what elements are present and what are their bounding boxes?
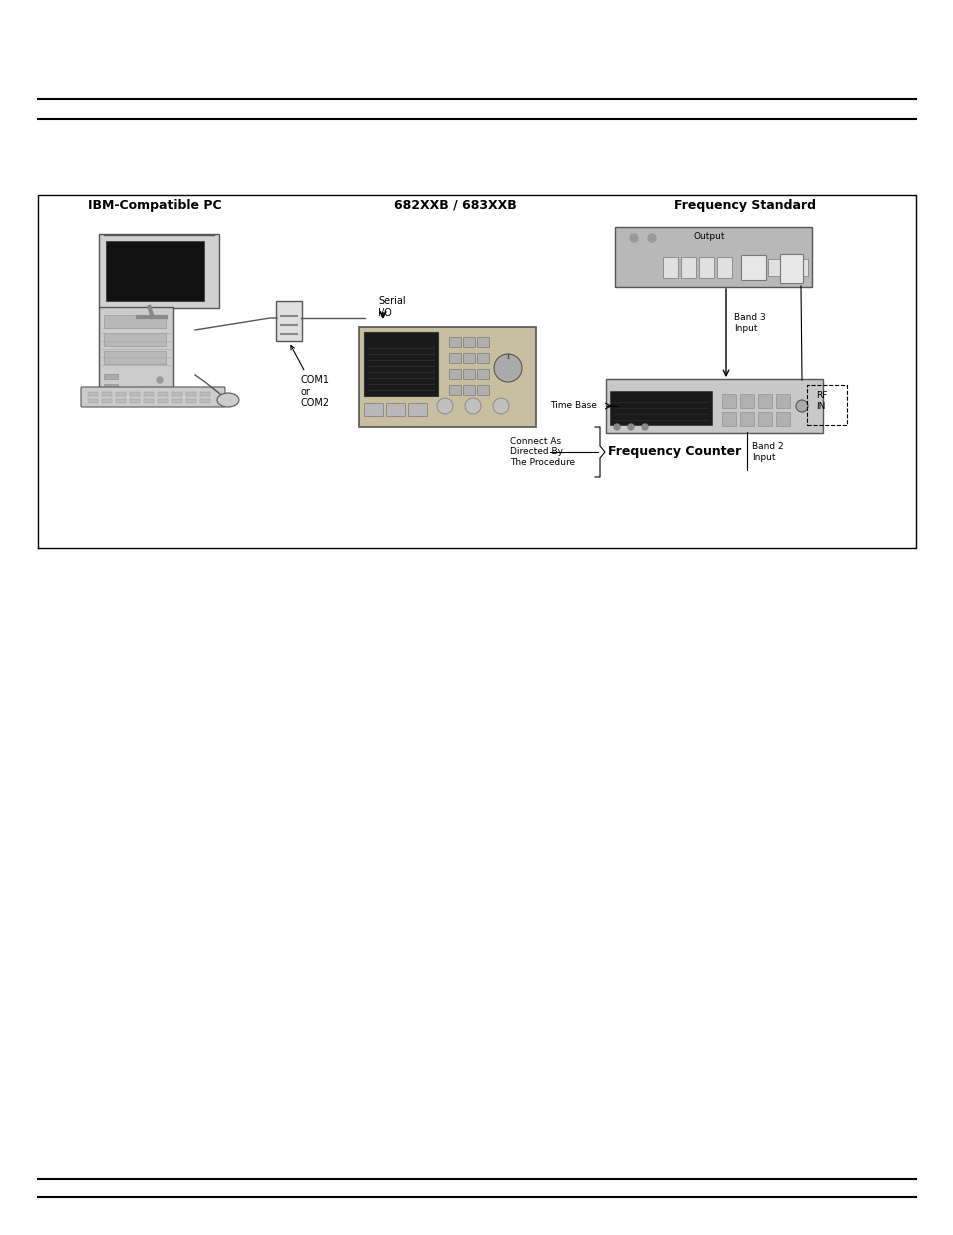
FancyBboxPatch shape <box>477 369 489 379</box>
FancyBboxPatch shape <box>130 391 140 396</box>
Text: Frequency Counter: Frequency Counter <box>607 446 740 458</box>
FancyBboxPatch shape <box>104 374 118 379</box>
FancyBboxPatch shape <box>199 399 210 403</box>
Text: Time Base: Time Base <box>550 401 597 410</box>
FancyBboxPatch shape <box>144 391 154 396</box>
Circle shape <box>614 424 619 430</box>
FancyBboxPatch shape <box>104 384 118 389</box>
Ellipse shape <box>216 393 239 408</box>
FancyBboxPatch shape <box>615 227 811 287</box>
Text: Output: Output <box>693 232 724 241</box>
FancyBboxPatch shape <box>157 391 168 396</box>
FancyBboxPatch shape <box>102 391 112 396</box>
FancyBboxPatch shape <box>364 404 383 416</box>
FancyBboxPatch shape <box>103 351 167 363</box>
FancyBboxPatch shape <box>776 412 790 426</box>
Circle shape <box>464 398 480 414</box>
Circle shape <box>627 424 634 430</box>
FancyBboxPatch shape <box>99 308 172 391</box>
FancyBboxPatch shape <box>172 399 182 403</box>
FancyBboxPatch shape <box>81 387 225 408</box>
FancyBboxPatch shape <box>477 385 489 395</box>
FancyBboxPatch shape <box>408 404 427 416</box>
Text: Band 2
Input: Band 2 Input <box>751 442 782 462</box>
FancyBboxPatch shape <box>144 399 154 403</box>
Text: Frequency Standard: Frequency Standard <box>673 199 815 212</box>
Circle shape <box>629 233 638 242</box>
FancyBboxPatch shape <box>740 412 754 426</box>
FancyBboxPatch shape <box>477 353 489 363</box>
FancyBboxPatch shape <box>699 258 714 279</box>
FancyBboxPatch shape <box>88 399 98 403</box>
FancyBboxPatch shape <box>680 258 696 279</box>
FancyBboxPatch shape <box>186 391 196 396</box>
FancyBboxPatch shape <box>449 337 461 347</box>
FancyBboxPatch shape <box>115 399 126 403</box>
FancyBboxPatch shape <box>780 253 802 283</box>
FancyBboxPatch shape <box>358 327 536 427</box>
FancyBboxPatch shape <box>157 399 168 403</box>
Text: IBM-Compatible PC: IBM-Compatible PC <box>88 199 222 212</box>
Circle shape <box>641 424 647 430</box>
FancyBboxPatch shape <box>721 412 736 426</box>
Text: 682XXB / 683XXB: 682XXB / 683XXB <box>394 199 516 212</box>
FancyBboxPatch shape <box>740 394 754 409</box>
FancyBboxPatch shape <box>721 394 736 409</box>
FancyBboxPatch shape <box>88 391 98 396</box>
Text: Connect As
Directed By
The Procedure: Connect As Directed By The Procedure <box>510 437 575 467</box>
FancyBboxPatch shape <box>717 258 732 279</box>
FancyBboxPatch shape <box>449 369 461 379</box>
FancyBboxPatch shape <box>364 332 437 396</box>
Text: Serial
I/O: Serial I/O <box>377 296 405 317</box>
FancyBboxPatch shape <box>463 353 475 363</box>
FancyBboxPatch shape <box>449 385 461 395</box>
Circle shape <box>494 354 521 382</box>
FancyBboxPatch shape <box>758 394 772 409</box>
FancyBboxPatch shape <box>275 301 302 341</box>
FancyBboxPatch shape <box>605 379 822 433</box>
Circle shape <box>436 398 453 414</box>
FancyBboxPatch shape <box>449 353 461 363</box>
FancyBboxPatch shape <box>662 258 678 279</box>
FancyBboxPatch shape <box>776 394 790 409</box>
FancyBboxPatch shape <box>99 233 219 308</box>
FancyBboxPatch shape <box>172 391 182 396</box>
FancyBboxPatch shape <box>463 385 475 395</box>
Circle shape <box>493 398 509 414</box>
FancyBboxPatch shape <box>463 369 475 379</box>
FancyBboxPatch shape <box>103 332 167 346</box>
FancyBboxPatch shape <box>609 391 711 425</box>
FancyBboxPatch shape <box>130 399 140 403</box>
FancyBboxPatch shape <box>115 391 126 396</box>
FancyBboxPatch shape <box>758 412 772 426</box>
Circle shape <box>157 377 163 383</box>
FancyBboxPatch shape <box>463 337 475 347</box>
FancyBboxPatch shape <box>740 256 765 280</box>
FancyBboxPatch shape <box>781 259 794 277</box>
FancyBboxPatch shape <box>186 399 196 403</box>
FancyBboxPatch shape <box>386 404 405 416</box>
Circle shape <box>647 233 656 242</box>
FancyBboxPatch shape <box>199 391 210 396</box>
Text: RF
IN: RF IN <box>815 391 826 411</box>
Text: Band 3
Input: Band 3 Input <box>733 314 765 332</box>
FancyBboxPatch shape <box>103 315 167 327</box>
FancyBboxPatch shape <box>102 399 112 403</box>
FancyBboxPatch shape <box>106 241 204 301</box>
FancyBboxPatch shape <box>477 337 489 347</box>
FancyBboxPatch shape <box>768 259 780 277</box>
FancyBboxPatch shape <box>796 259 807 277</box>
Text: COM1
or
COM2: COM1 or COM2 <box>291 346 330 409</box>
Circle shape <box>795 400 807 412</box>
